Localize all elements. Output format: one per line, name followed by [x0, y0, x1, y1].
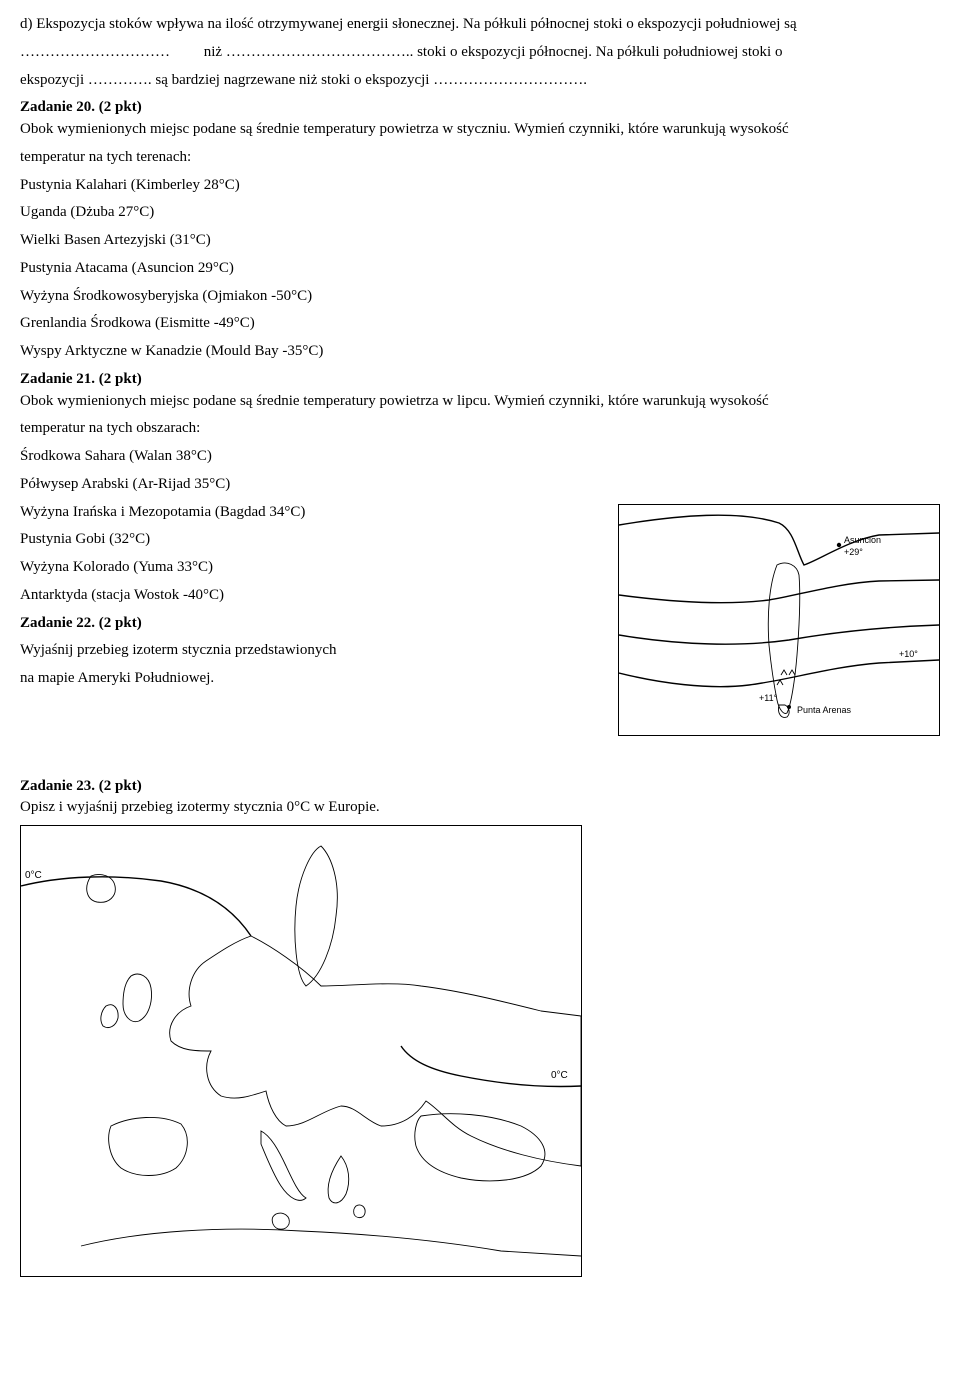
isotherm-line	[619, 660, 939, 687]
task-21-item: Wyżyna Irańska i Mezopotamia (Bagdad 34°…	[20, 502, 600, 524]
text-mid: niż ………………………………..	[204, 44, 414, 60]
task-21-item: Półwysep Arabski (Ar-Rijad 35°C)	[20, 474, 940, 496]
task-21-item: Antarktyda (stacja Wostok -40°C)	[20, 585, 600, 607]
label-punta-arenas: Punta Arenas	[797, 705, 852, 715]
task-22-line2: na mapie Ameryki Południowej.	[20, 668, 600, 690]
coast-north-africa	[81, 1229, 581, 1256]
task-21-heading: Zadanie 21. (2 pkt)	[20, 371, 142, 387]
task-20-item: Pustynia Kalahari (Kimberley 28°C)	[20, 175, 940, 197]
city-dot	[787, 705, 791, 709]
task-20-item: Uganda (Dżuba 27°C)	[20, 202, 940, 224]
task-20-item: Wyspy Arktyczne w Kanadzie (Mould Bay -3…	[20, 341, 940, 363]
coast-italy	[261, 1131, 306, 1200]
blank: …………………………	[20, 44, 170, 60]
coast-anatolia	[415, 1114, 545, 1181]
isotherm-line	[619, 515, 939, 565]
task-20-intro: Obok wymienionych miejsc podane są średn…	[20, 121, 789, 137]
europe-isotherm-map: 0°C 0°C	[20, 825, 582, 1277]
coast-scandinavia	[295, 846, 337, 986]
task-22-line1: Wyjaśnij przebieg izoterm stycznia przed…	[20, 640, 600, 662]
coast-britain	[123, 974, 152, 1022]
coast-mainland-europe	[170, 936, 581, 1166]
task-23-heading: Zadanie 23. (2 pkt)	[20, 778, 142, 794]
label-0c-right: 0°C	[551, 1070, 568, 1081]
label-asuncion: Asuncion	[844, 535, 881, 545]
south-america-isotherm-map: Asuncion +29° +10° +11° Punta Arenas	[618, 504, 940, 736]
question-d-line2: ………………………… niż ……………………………….. stoki o ek…	[20, 42, 940, 64]
task-21-item: Środkowa Sahara (Walan 38°C)	[20, 446, 940, 468]
label-10: +10°	[899, 649, 918, 659]
task-22-heading: Zadanie 22. (2 pkt)	[20, 615, 142, 631]
task-21-intro: Obok wymienionych miejsc podane są średn…	[20, 393, 769, 409]
coast-iceland	[87, 874, 116, 902]
spacer	[20, 736, 940, 776]
text-post2: stoki o ekspozycji północnej. Na półkuli…	[417, 44, 782, 60]
isotherm-line	[619, 625, 939, 644]
isotherm-0c-left	[21, 877, 251, 936]
label-29: +29°	[844, 547, 863, 557]
task-23-line: Opisz i wyjaśnij przebieg izotermy stycz…	[20, 799, 380, 815]
coast-crete	[354, 1205, 366, 1218]
city-dot	[837, 542, 841, 546]
coast-iberia	[109, 1117, 188, 1175]
question-d-line3: ekspozycji …………. są bardziej nagrzewane …	[20, 70, 940, 92]
task-20-item: Pustynia Atacama (Asuncion 29°C)	[20, 258, 940, 280]
task-20-intro2: temperatur na tych terenach:	[20, 147, 940, 169]
label-0c-left: 0°C	[25, 870, 42, 881]
task-20-heading: Zadanie 20. (2 pkt)	[20, 99, 142, 115]
task-20-item: Wyżyna Środkowosyberyjska (Ojmiakon -50°…	[20, 286, 940, 308]
task-21-item: Wyżyna Kolorado (Yuma 33°C)	[20, 557, 600, 579]
isotherm-line	[619, 580, 939, 603]
coast-greece	[328, 1156, 349, 1203]
coast-sicily	[272, 1213, 289, 1229]
task-21-22-row: Wyżyna Irańska i Mezopotamia (Bagdad 34°…	[20, 502, 940, 736]
task-21-item: Pustynia Gobi (32°C)	[20, 529, 600, 551]
task-20-item: Wielki Basen Artezyjski (31°C)	[20, 230, 940, 252]
coastline	[768, 563, 800, 713]
task-21-intro2: temperatur na tych obszarach:	[20, 418, 940, 440]
coast-ireland	[101, 1005, 118, 1028]
question-d-line1: d) Ekspozycja stoków wpływa na ilość otr…	[20, 14, 940, 36]
task-20-item: Grenlandia Środkowa (Eismitte -49°C)	[20, 313, 940, 335]
label-11: +11°	[759, 693, 778, 703]
